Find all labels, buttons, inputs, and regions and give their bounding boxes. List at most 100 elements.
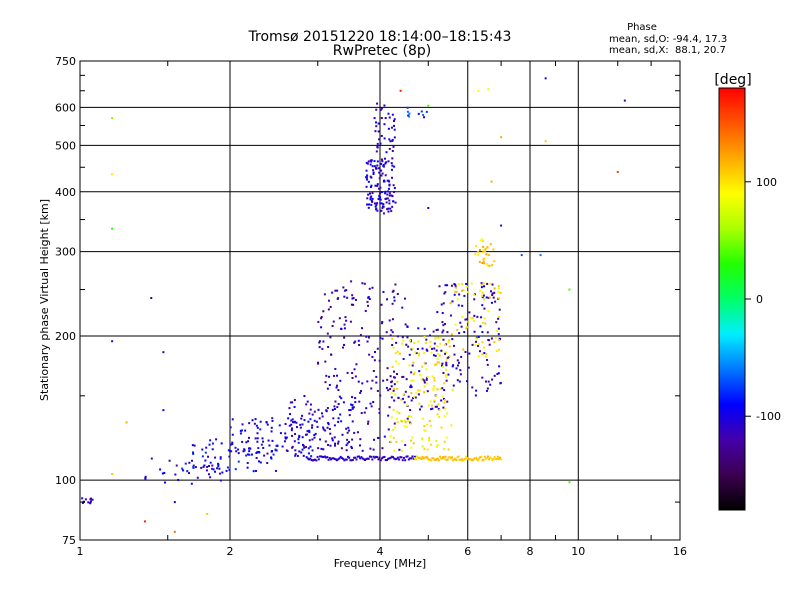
- data-point: [296, 454, 299, 457]
- data-point: [421, 445, 424, 448]
- data-point: [380, 158, 383, 161]
- data-point: [329, 458, 332, 461]
- data-point: [410, 446, 413, 449]
- data-point: [445, 379, 448, 382]
- data-point: [270, 430, 273, 433]
- data-point: [457, 282, 460, 285]
- data-point: [255, 456, 258, 459]
- data-point: [380, 190, 383, 193]
- data-point: [482, 245, 485, 248]
- data-point: [339, 413, 342, 416]
- y-tick-label: 400: [55, 186, 76, 199]
- data-point: [111, 473, 114, 476]
- data-point: [520, 254, 523, 257]
- data-point: [381, 206, 384, 209]
- data-point: [377, 122, 380, 125]
- data-point: [329, 305, 332, 308]
- data-point: [388, 202, 391, 205]
- data-point: [431, 347, 434, 350]
- data-point: [207, 473, 210, 476]
- data-point: [430, 404, 433, 407]
- data-point: [430, 459, 433, 462]
- data-point: [393, 128, 396, 131]
- data-point: [450, 456, 453, 459]
- data-point: [453, 353, 456, 356]
- data-point: [300, 451, 303, 454]
- data-point: [368, 353, 371, 356]
- data-point: [438, 415, 441, 418]
- data-point: [354, 401, 357, 404]
- data-point: [499, 291, 502, 294]
- data-point: [186, 470, 189, 473]
- data-point: [481, 240, 484, 243]
- data-point: [350, 303, 353, 306]
- data-point: [331, 457, 334, 460]
- x-tick-label: 16: [673, 545, 687, 558]
- data-point: [475, 337, 478, 340]
- data-point: [491, 264, 494, 267]
- data-point: [394, 283, 397, 286]
- data-point: [491, 283, 494, 286]
- data-point: [251, 419, 254, 422]
- data-point: [337, 403, 340, 406]
- data-point: [209, 461, 212, 464]
- data-point: [434, 354, 437, 357]
- data-point: [455, 459, 458, 462]
- data-point: [496, 455, 499, 458]
- data-point: [374, 166, 377, 169]
- data-point: [475, 456, 478, 459]
- data-point: [432, 457, 435, 460]
- data-point: [423, 116, 426, 119]
- data-point: [396, 387, 399, 390]
- data-point: [388, 194, 391, 197]
- data-point: [359, 334, 362, 337]
- data-point: [371, 458, 374, 461]
- data-point: [348, 440, 351, 443]
- data-point: [390, 168, 393, 171]
- data-point: [367, 180, 370, 183]
- data-point: [468, 458, 471, 461]
- data-point: [209, 476, 212, 479]
- data-point: [210, 467, 213, 470]
- data-point: [369, 447, 372, 450]
- data-point: [463, 294, 466, 297]
- data-point: [322, 456, 325, 459]
- data-point: [396, 335, 399, 338]
- data-point: [483, 352, 486, 355]
- data-point: [366, 197, 369, 200]
- data-point: [378, 177, 381, 180]
- data-point: [473, 314, 476, 317]
- data-point: [401, 336, 404, 339]
- data-point: [246, 461, 249, 464]
- data-point: [376, 389, 379, 392]
- data-point: [428, 439, 431, 442]
- data-point: [443, 448, 446, 451]
- data-point: [375, 381, 378, 384]
- data-point: [369, 159, 372, 162]
- data-point: [481, 353, 484, 356]
- data-point: [480, 286, 483, 289]
- data-point: [432, 387, 435, 390]
- data-point: [394, 458, 397, 461]
- data-point: [206, 465, 209, 468]
- data-point: [463, 458, 466, 461]
- data-point: [459, 373, 462, 376]
- data-point: [394, 426, 397, 429]
- data-point: [246, 453, 249, 456]
- data-point: [373, 438, 376, 441]
- data-point: [351, 420, 354, 423]
- data-point: [355, 363, 358, 366]
- data-point: [376, 160, 379, 163]
- data-point: [440, 457, 443, 460]
- data-point: [376, 164, 379, 167]
- data-point: [437, 336, 440, 339]
- data-point: [320, 455, 323, 458]
- data-point: [291, 418, 294, 421]
- data-point: [389, 434, 392, 437]
- data-point: [270, 457, 273, 460]
- data-point: [479, 289, 482, 292]
- x-tick-label: 1: [77, 545, 84, 558]
- data-point: [337, 389, 340, 392]
- data-point: [371, 191, 374, 194]
- data-point: [382, 456, 385, 459]
